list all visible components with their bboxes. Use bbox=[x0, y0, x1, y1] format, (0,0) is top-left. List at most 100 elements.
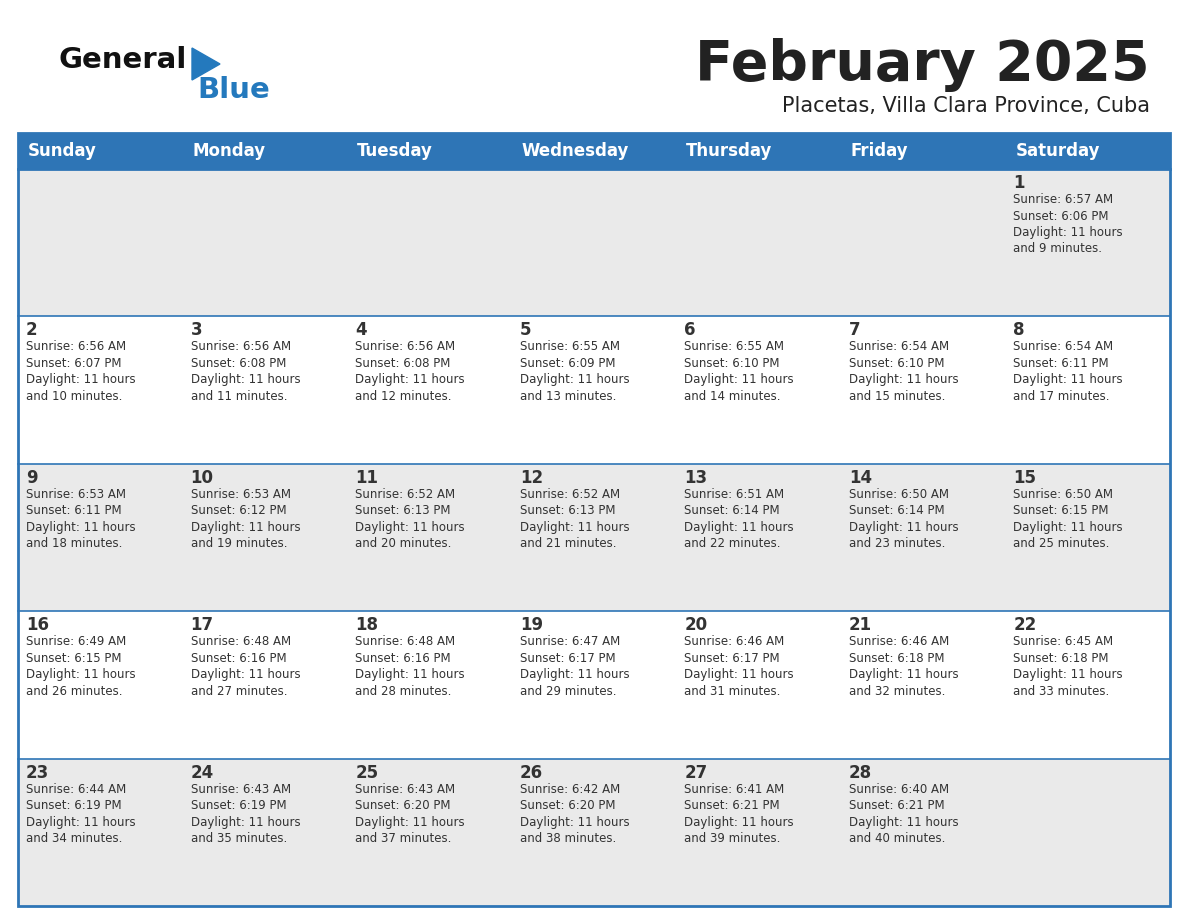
Text: Sunset: 6:10 PM: Sunset: 6:10 PM bbox=[684, 357, 779, 370]
Text: 24: 24 bbox=[190, 764, 214, 781]
Bar bbox=[347, 611, 512, 758]
Bar bbox=[841, 133, 1005, 169]
Bar bbox=[512, 758, 676, 906]
Text: 8: 8 bbox=[1013, 321, 1025, 340]
Text: Daylight: 11 hours: Daylight: 11 hours bbox=[519, 668, 630, 681]
Text: Daylight: 11 hours: Daylight: 11 hours bbox=[849, 668, 959, 681]
Text: Sunset: 6:11 PM: Sunset: 6:11 PM bbox=[1013, 357, 1110, 370]
Text: Sunrise: 6:52 AM: Sunrise: 6:52 AM bbox=[355, 487, 455, 501]
Bar bbox=[676, 464, 841, 611]
Text: Daylight: 11 hours: Daylight: 11 hours bbox=[190, 374, 301, 386]
Bar bbox=[347, 464, 512, 611]
Text: February 2025: February 2025 bbox=[695, 38, 1150, 92]
Bar bbox=[1005, 758, 1170, 906]
Text: Daylight: 11 hours: Daylight: 11 hours bbox=[519, 374, 630, 386]
Text: 6: 6 bbox=[684, 321, 696, 340]
Bar bbox=[347, 317, 512, 464]
Text: 10: 10 bbox=[190, 469, 214, 487]
Text: Sunset: 6:12 PM: Sunset: 6:12 PM bbox=[190, 504, 286, 518]
Text: Daylight: 11 hours: Daylight: 11 hours bbox=[355, 815, 465, 829]
Text: Sunset: 6:16 PM: Sunset: 6:16 PM bbox=[355, 652, 450, 665]
Bar bbox=[347, 758, 512, 906]
Text: and 20 minutes.: and 20 minutes. bbox=[355, 537, 451, 550]
Text: Sunrise: 6:55 AM: Sunrise: 6:55 AM bbox=[684, 341, 784, 353]
Text: Sunrise: 6:48 AM: Sunrise: 6:48 AM bbox=[355, 635, 455, 648]
Text: Sunrise: 6:46 AM: Sunrise: 6:46 AM bbox=[684, 635, 784, 648]
Bar bbox=[183, 464, 347, 611]
Text: and 40 minutes.: and 40 minutes. bbox=[849, 832, 946, 845]
Text: Daylight: 11 hours: Daylight: 11 hours bbox=[684, 668, 794, 681]
Text: Sunrise: 6:45 AM: Sunrise: 6:45 AM bbox=[1013, 635, 1113, 648]
Text: Sunset: 6:14 PM: Sunset: 6:14 PM bbox=[849, 504, 944, 518]
Text: Sunset: 6:17 PM: Sunset: 6:17 PM bbox=[519, 652, 615, 665]
Bar bbox=[676, 758, 841, 906]
Text: and 38 minutes.: and 38 minutes. bbox=[519, 832, 615, 845]
Text: Sunrise: 6:43 AM: Sunrise: 6:43 AM bbox=[190, 783, 291, 796]
Text: and 13 minutes.: and 13 minutes. bbox=[519, 390, 617, 403]
Bar bbox=[676, 317, 841, 464]
Text: Sunset: 6:11 PM: Sunset: 6:11 PM bbox=[26, 504, 121, 518]
Text: Sunrise: 6:40 AM: Sunrise: 6:40 AM bbox=[849, 783, 949, 796]
Text: Sunrise: 6:56 AM: Sunrise: 6:56 AM bbox=[26, 341, 126, 353]
Text: Sunrise: 6:50 AM: Sunrise: 6:50 AM bbox=[849, 487, 949, 501]
Text: 16: 16 bbox=[26, 616, 49, 634]
Text: Monday: Monday bbox=[192, 142, 266, 160]
Text: Daylight: 11 hours: Daylight: 11 hours bbox=[26, 668, 135, 681]
Text: 19: 19 bbox=[519, 616, 543, 634]
Text: and 23 minutes.: and 23 minutes. bbox=[849, 537, 946, 550]
Text: Sunset: 6:13 PM: Sunset: 6:13 PM bbox=[355, 504, 450, 518]
Bar bbox=[841, 464, 1005, 611]
Bar bbox=[676, 133, 841, 169]
Text: and 26 minutes.: and 26 minutes. bbox=[26, 685, 122, 698]
Text: 27: 27 bbox=[684, 764, 708, 781]
Text: and 31 minutes.: and 31 minutes. bbox=[684, 685, 781, 698]
Text: 9: 9 bbox=[26, 469, 38, 487]
Bar bbox=[1005, 317, 1170, 464]
Bar bbox=[18, 317, 183, 464]
Text: Daylight: 11 hours: Daylight: 11 hours bbox=[849, 815, 959, 829]
Bar bbox=[18, 133, 1170, 906]
Text: Daylight: 11 hours: Daylight: 11 hours bbox=[1013, 226, 1123, 239]
Bar bbox=[18, 133, 183, 169]
Text: 25: 25 bbox=[355, 764, 378, 781]
Bar bbox=[841, 611, 1005, 758]
Text: 3: 3 bbox=[190, 321, 202, 340]
Text: Wednesday: Wednesday bbox=[522, 142, 630, 160]
Text: 20: 20 bbox=[684, 616, 707, 634]
Text: and 14 minutes.: and 14 minutes. bbox=[684, 390, 781, 403]
Text: Daylight: 11 hours: Daylight: 11 hours bbox=[849, 374, 959, 386]
Text: Sunset: 6:20 PM: Sunset: 6:20 PM bbox=[355, 799, 450, 812]
Text: and 22 minutes.: and 22 minutes. bbox=[684, 537, 781, 550]
Text: 2: 2 bbox=[26, 321, 38, 340]
Bar bbox=[676, 611, 841, 758]
Bar bbox=[841, 758, 1005, 906]
Bar bbox=[18, 611, 183, 758]
Text: Daylight: 11 hours: Daylight: 11 hours bbox=[190, 668, 301, 681]
Text: and 27 minutes.: and 27 minutes. bbox=[190, 685, 287, 698]
Bar bbox=[183, 758, 347, 906]
Bar bbox=[183, 611, 347, 758]
Text: Sunrise: 6:54 AM: Sunrise: 6:54 AM bbox=[849, 341, 949, 353]
Text: Daylight: 11 hours: Daylight: 11 hours bbox=[190, 815, 301, 829]
Text: Sunset: 6:19 PM: Sunset: 6:19 PM bbox=[190, 799, 286, 812]
Text: Sunrise: 6:51 AM: Sunrise: 6:51 AM bbox=[684, 487, 784, 501]
Bar bbox=[347, 169, 512, 317]
Text: and 11 minutes.: and 11 minutes. bbox=[190, 390, 287, 403]
Bar bbox=[512, 317, 676, 464]
Text: Daylight: 11 hours: Daylight: 11 hours bbox=[190, 521, 301, 533]
Text: Sunrise: 6:47 AM: Sunrise: 6:47 AM bbox=[519, 635, 620, 648]
Text: Daylight: 11 hours: Daylight: 11 hours bbox=[1013, 374, 1123, 386]
Text: Sunrise: 6:50 AM: Sunrise: 6:50 AM bbox=[1013, 487, 1113, 501]
Text: Daylight: 11 hours: Daylight: 11 hours bbox=[519, 521, 630, 533]
Bar bbox=[183, 317, 347, 464]
Text: Sunset: 6:19 PM: Sunset: 6:19 PM bbox=[26, 799, 121, 812]
Text: Sunrise: 6:54 AM: Sunrise: 6:54 AM bbox=[1013, 341, 1113, 353]
Text: Daylight: 11 hours: Daylight: 11 hours bbox=[684, 374, 794, 386]
Text: Daylight: 11 hours: Daylight: 11 hours bbox=[26, 815, 135, 829]
Text: Daylight: 11 hours: Daylight: 11 hours bbox=[1013, 521, 1123, 533]
Text: and 28 minutes.: and 28 minutes. bbox=[355, 685, 451, 698]
Bar bbox=[183, 169, 347, 317]
Text: 15: 15 bbox=[1013, 469, 1036, 487]
Text: Tuesday: Tuesday bbox=[358, 142, 432, 160]
Text: General: General bbox=[58, 46, 187, 74]
